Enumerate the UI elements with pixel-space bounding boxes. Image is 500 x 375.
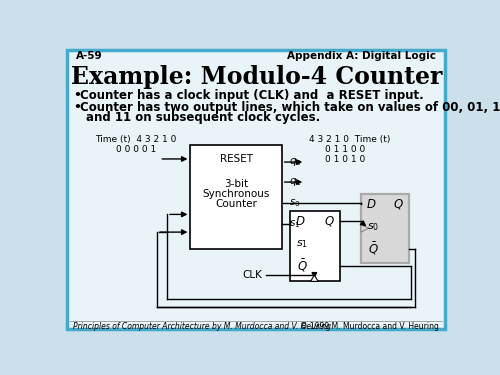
- Bar: [361, 194, 409, 263]
- Text: Counter has two output lines, which take on values of 00, 01, 10,: Counter has two output lines, which take…: [80, 101, 500, 114]
- Bar: [190, 145, 282, 249]
- Text: $q_1$: $q_1$: [289, 176, 302, 188]
- Text: A-59: A-59: [76, 51, 103, 61]
- Text: $D$: $D$: [295, 215, 306, 228]
- Text: 0 1 0 1 0: 0 1 0 1 0: [325, 155, 366, 164]
- Text: Example: Modulo-4 Counter: Example: Modulo-4 Counter: [70, 65, 442, 89]
- Text: $s_1$: $s_1$: [296, 238, 308, 250]
- Text: $Q$: $Q$: [392, 197, 404, 211]
- Text: $\bar{Q}$: $\bar{Q}$: [368, 241, 378, 257]
- Text: 0 0 0 0 1: 0 0 0 0 1: [116, 145, 156, 154]
- Text: Principles of Computer Architecture by M. Murdocca and V. Heuring: Principles of Computer Architecture by M…: [74, 322, 332, 332]
- Text: 4 3 2 1 0  Time (t): 4 3 2 1 0 Time (t): [308, 135, 390, 144]
- Text: Time (t)  4 3 2 1 0: Time (t) 4 3 2 1 0: [96, 135, 177, 144]
- Text: © 1999 M. Murdocca and V. Heuring: © 1999 M. Murdocca and V. Heuring: [300, 322, 439, 332]
- Text: $q_0$: $q_0$: [289, 156, 302, 168]
- Text: and 11 on subsequent clock cycles.: and 11 on subsequent clock cycles.: [86, 111, 320, 124]
- Text: $D$: $D$: [366, 198, 377, 211]
- Text: 0 1 1 0 0: 0 1 1 0 0: [325, 145, 366, 154]
- Text: $\bar{Q}$: $\bar{Q}$: [296, 258, 308, 274]
- Text: Appendix A: Digital Logic: Appendix A: Digital Logic: [287, 51, 436, 61]
- Text: $Q$: $Q$: [324, 214, 334, 228]
- Text: Counter has a clock input (CLK) and  a RESET input.: Counter has a clock input (CLK) and a RE…: [80, 88, 424, 102]
- Text: 3-bit: 3-bit: [224, 178, 248, 189]
- Text: •: •: [74, 88, 81, 102]
- Bar: [290, 210, 340, 281]
- Text: Counter: Counter: [215, 199, 257, 208]
- Text: CLK: CLK: [242, 270, 262, 280]
- Text: •: •: [74, 101, 81, 114]
- Text: Synchronous: Synchronous: [202, 189, 270, 199]
- Text: $s_1$: $s_1$: [289, 218, 300, 229]
- Bar: [361, 194, 409, 263]
- Text: $s_0$: $s_0$: [289, 197, 300, 209]
- Polygon shape: [361, 224, 368, 232]
- Polygon shape: [310, 275, 318, 281]
- Text: $s_0$: $s_0$: [367, 222, 380, 233]
- Text: RESET: RESET: [220, 154, 252, 164]
